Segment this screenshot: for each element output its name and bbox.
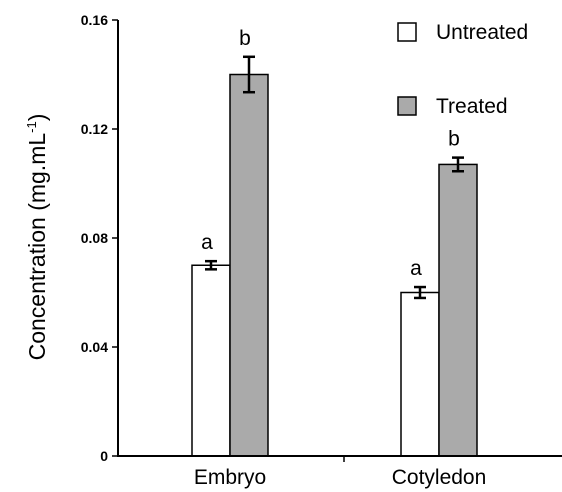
bar-treated-embryo xyxy=(229,73,269,457)
category-labels: Embryo Cotyledon xyxy=(194,466,486,489)
bar-untreated-cotyledon xyxy=(400,291,440,457)
category-label: Cotyledon xyxy=(392,466,487,489)
bars: a b a b xyxy=(191,27,478,457)
legend-label: Untreated xyxy=(436,21,528,44)
significance-label: b xyxy=(239,27,251,50)
y-axis-label-superscript: -1 xyxy=(24,121,39,133)
y-tick-label: 0 xyxy=(100,448,108,464)
y-axis-label-close: ) xyxy=(24,114,50,122)
y-axis-label-main: Concentration (mg.mL xyxy=(24,133,50,361)
y-tick-labels: 0 0.04 0.08 0.12 0.16 xyxy=(81,12,108,464)
category-label: Embryo xyxy=(194,466,266,489)
bar-treated-cotyledon xyxy=(438,163,478,457)
legend-swatch xyxy=(397,22,417,42)
legend: Untreated Treated xyxy=(397,21,528,118)
bar-untreated-embryo xyxy=(191,264,231,457)
significance-label: a xyxy=(201,231,213,254)
significance-label: b xyxy=(448,128,460,151)
significance-label: a xyxy=(410,257,422,280)
y-tick-label: 0.12 xyxy=(81,121,108,137)
legend-label: Treated xyxy=(436,95,508,118)
y-tick-label: 0.08 xyxy=(81,230,108,246)
legend-swatch xyxy=(397,96,417,116)
y-axis-label: Concentration (mg.mL-1) xyxy=(24,114,50,361)
y-tick-label: 0.04 xyxy=(81,339,108,355)
y-ticks xyxy=(112,19,118,457)
y-tick-label: 0.16 xyxy=(81,12,108,28)
